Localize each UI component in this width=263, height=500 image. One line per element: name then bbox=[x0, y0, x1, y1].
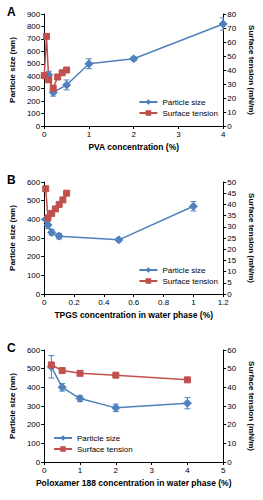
svg-text:600: 600 bbox=[27, 178, 41, 187]
svg-text:500: 500 bbox=[27, 196, 41, 205]
svg-text:4: 4 bbox=[185, 466, 190, 475]
svg-text:25: 25 bbox=[227, 234, 236, 243]
svg-text:100: 100 bbox=[27, 271, 41, 280]
svg-text:400: 400 bbox=[27, 215, 41, 224]
svg-text:0: 0 bbox=[42, 130, 47, 139]
svg-text:A: A bbox=[7, 5, 16, 19]
svg-text:Particle size (nm): Particle size (nm) bbox=[8, 373, 17, 439]
svg-text:10: 10 bbox=[227, 108, 236, 117]
svg-text:600: 600 bbox=[27, 346, 41, 355]
svg-text:0: 0 bbox=[36, 458, 41, 467]
svg-text:300: 300 bbox=[27, 234, 41, 243]
svg-text:50: 50 bbox=[227, 178, 236, 187]
svg-text:40: 40 bbox=[227, 200, 236, 209]
svg-text:500: 500 bbox=[27, 59, 41, 68]
svg-text:35: 35 bbox=[227, 211, 236, 220]
svg-text:1: 1 bbox=[78, 466, 83, 475]
svg-text:B: B bbox=[7, 173, 16, 187]
svg-text:0.6: 0.6 bbox=[128, 298, 140, 307]
svg-text:Particle size: Particle size bbox=[77, 434, 121, 443]
svg-text:45: 45 bbox=[227, 189, 236, 198]
svg-text:2: 2 bbox=[131, 130, 136, 139]
svg-text:C: C bbox=[7, 341, 16, 355]
svg-text:20: 20 bbox=[227, 420, 236, 429]
svg-text:40: 40 bbox=[227, 66, 236, 75]
svg-text:30: 30 bbox=[227, 222, 236, 231]
svg-text:30: 30 bbox=[227, 80, 236, 89]
svg-text:0: 0 bbox=[36, 290, 41, 299]
svg-text:PVA concentration (%): PVA concentration (%) bbox=[88, 142, 179, 152]
svg-text:Surface tension: Surface tension bbox=[162, 109, 218, 118]
svg-text:Surface tension: Surface tension bbox=[162, 277, 218, 286]
svg-text:0.4: 0.4 bbox=[98, 298, 110, 307]
svg-text:80: 80 bbox=[227, 10, 236, 19]
svg-text:3: 3 bbox=[176, 130, 181, 139]
svg-text:200: 200 bbox=[27, 97, 41, 106]
svg-text:5: 5 bbox=[221, 466, 226, 475]
svg-text:3: 3 bbox=[149, 466, 154, 475]
svg-text:50: 50 bbox=[227, 364, 236, 373]
svg-text:400: 400 bbox=[27, 383, 41, 392]
svg-text:Particle size (nm): Particle size (nm) bbox=[8, 205, 17, 271]
svg-text:60: 60 bbox=[227, 346, 236, 355]
svg-text:Particle size: Particle size bbox=[162, 98, 206, 107]
svg-text:0.2: 0.2 bbox=[69, 298, 81, 307]
svg-text:Surface tension (mN/m): Surface tension (mN/m) bbox=[247, 25, 256, 115]
svg-text:0: 0 bbox=[227, 289, 232, 299]
svg-text:Surface tension (mN/m): Surface tension (mN/m) bbox=[247, 361, 256, 451]
svg-text:1: 1 bbox=[191, 298, 196, 307]
svg-text:Poloxamer 188 concentration in: Poloxamer 188 concentration in water pha… bbox=[36, 478, 232, 488]
svg-text:300: 300 bbox=[27, 402, 41, 411]
svg-text:10: 10 bbox=[227, 267, 236, 276]
svg-text:Particle size: Particle size bbox=[162, 266, 206, 275]
svg-text:5: 5 bbox=[227, 278, 232, 287]
svg-text:0.8: 0.8 bbox=[158, 298, 170, 307]
svg-text:500: 500 bbox=[27, 364, 41, 373]
svg-text:10: 10 bbox=[227, 439, 236, 448]
svg-text:600: 600 bbox=[27, 47, 41, 56]
svg-text:Particle size (nm): Particle size (nm) bbox=[8, 37, 17, 103]
svg-text:30: 30 bbox=[227, 402, 236, 411]
svg-text:0: 0 bbox=[227, 458, 232, 467]
svg-text:Surface tension: Surface tension bbox=[77, 445, 133, 454]
svg-text:40: 40 bbox=[227, 383, 236, 392]
svg-text:0: 0 bbox=[227, 122, 232, 131]
svg-text:60: 60 bbox=[227, 38, 236, 47]
svg-text:20: 20 bbox=[227, 94, 236, 103]
svg-text:50: 50 bbox=[227, 52, 236, 61]
svg-text:100: 100 bbox=[27, 439, 41, 448]
svg-text:0: 0 bbox=[42, 298, 47, 307]
svg-text:0: 0 bbox=[42, 466, 47, 475]
svg-text:15: 15 bbox=[227, 256, 236, 265]
svg-text:100: 100 bbox=[27, 109, 41, 118]
svg-text:0: 0 bbox=[36, 122, 41, 131]
svg-text:2: 2 bbox=[114, 466, 119, 475]
svg-text:300: 300 bbox=[27, 84, 41, 93]
svg-text:400: 400 bbox=[27, 72, 41, 81]
svg-text:4: 4 bbox=[221, 130, 226, 139]
svg-text:20: 20 bbox=[227, 245, 236, 254]
svg-text:800: 800 bbox=[27, 22, 41, 31]
svg-text:Surface tension (mN/m): Surface tension (mN/m) bbox=[247, 193, 256, 283]
svg-text:TPGS concentration in water ph: TPGS concentration in water phase (%) bbox=[54, 310, 213, 320]
svg-text:200: 200 bbox=[27, 252, 41, 261]
svg-text:700: 700 bbox=[27, 34, 41, 43]
svg-text:900: 900 bbox=[27, 10, 41, 19]
svg-text:1.2: 1.2 bbox=[218, 298, 230, 307]
svg-text:1: 1 bbox=[87, 130, 92, 139]
svg-text:70: 70 bbox=[227, 24, 236, 33]
svg-text:200: 200 bbox=[27, 420, 41, 429]
